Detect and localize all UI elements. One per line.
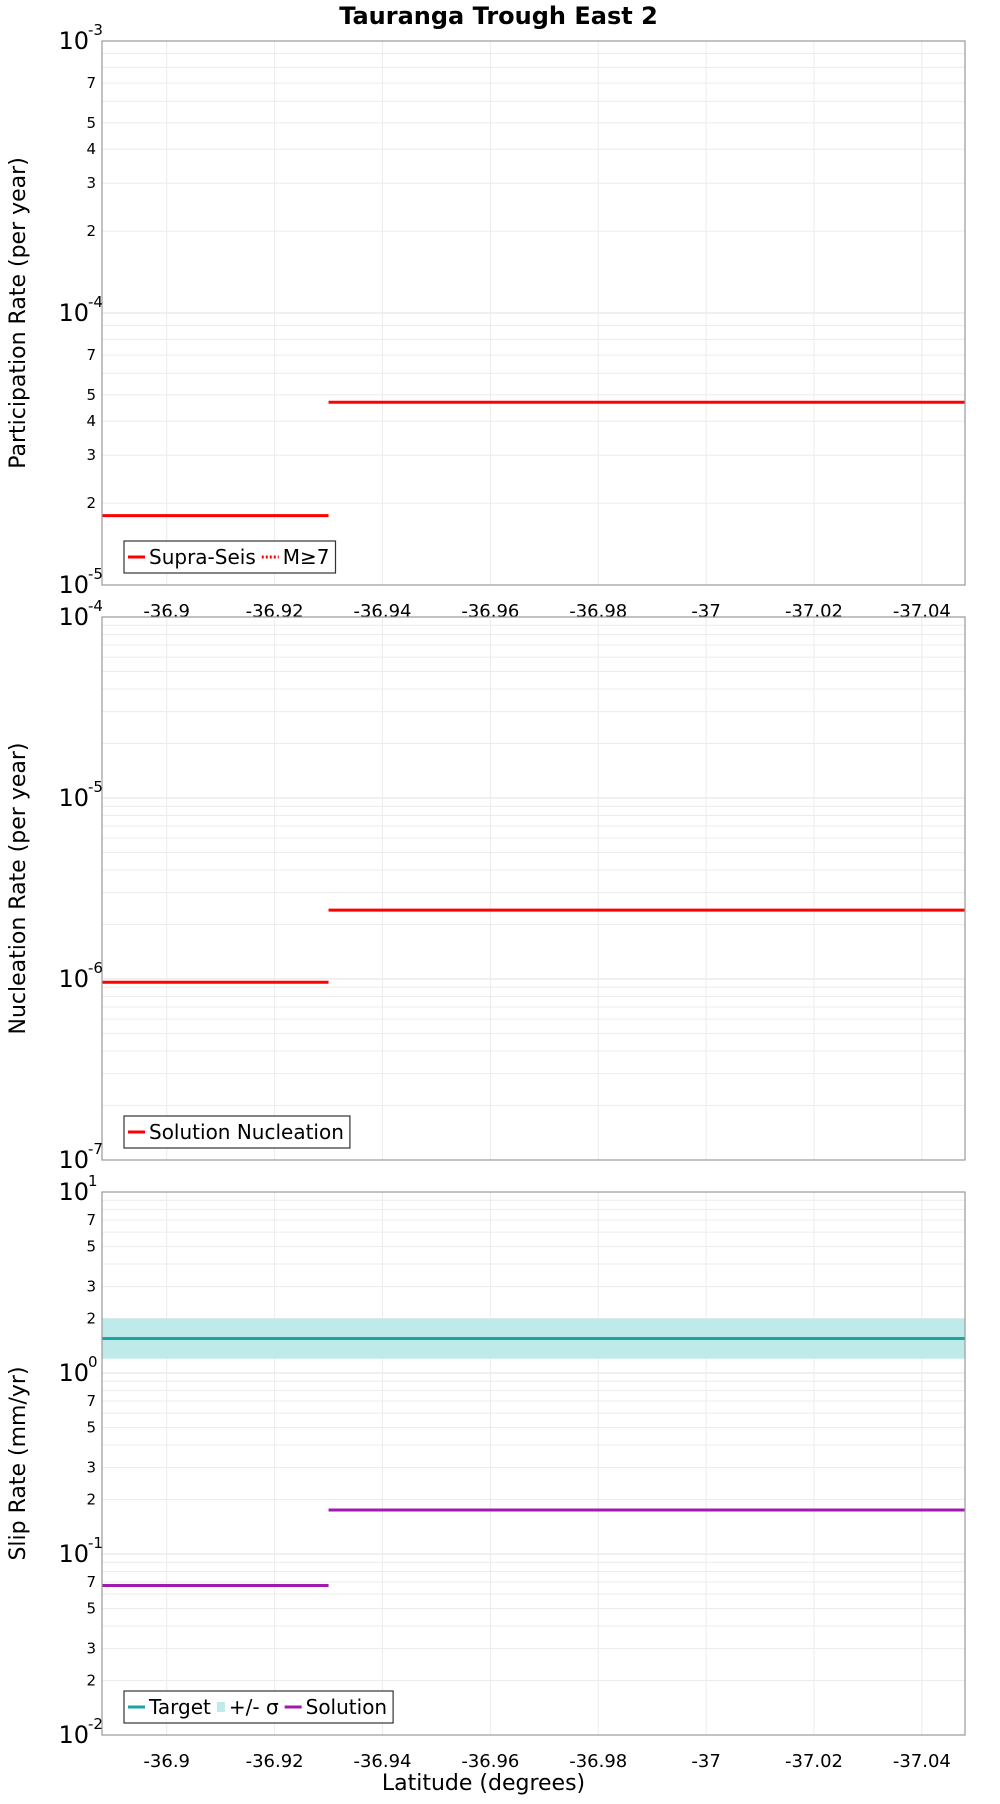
y-tick-label: 10 <box>58 784 89 812</box>
y-minor-tick-label: 2 <box>86 1310 96 1328</box>
y-minor-tick-label: 5 <box>86 386 96 404</box>
x-tick-label: -36.9 <box>143 1751 190 1772</box>
y-tick-exponent: -2 <box>88 1715 103 1733</box>
y-tick-label: 10 <box>58 1146 89 1174</box>
y-tick-label: 10 <box>58 1540 89 1568</box>
legend-box <box>123 1690 394 1724</box>
y-tick-exponent: -4 <box>88 293 103 311</box>
y-tick-label: 10 <box>58 965 89 993</box>
legend-box <box>123 1115 351 1149</box>
x-tick-label: -37.04 <box>893 1751 951 1772</box>
legend-swatch-band <box>216 1702 225 1712</box>
plot-frame <box>101 616 966 1161</box>
legend: Solution Nucleation <box>123 1115 351 1149</box>
y-tick-label: 10 <box>58 299 89 327</box>
y-minor-tick-label: 4 <box>86 412 96 430</box>
y-minor-tick-label: 3 <box>86 1640 96 1658</box>
y-tick-label: 10 <box>58 27 89 55</box>
y-tick-exponent: -4 <box>88 597 103 615</box>
y-minor-tick-label: 4 <box>86 140 96 158</box>
legend-label-m-7: M≥7 <box>283 545 330 569</box>
y-axis-label: Nucleation Rate (per year) <box>6 743 31 1035</box>
legend: Target +/- σ Solution <box>123 1690 394 1724</box>
y-tick-exponent: -1 <box>88 1534 103 1552</box>
legend-label-supra-seis: Supra-Seis <box>149 545 256 569</box>
x-tick-label: -36.92 <box>246 1751 304 1772</box>
y-minor-tick-label: 5 <box>86 1418 96 1436</box>
y-minor-tick-label: 5 <box>86 114 96 132</box>
y-tick-exponent: 0 <box>88 1353 98 1371</box>
x-tick-label: -36.98 <box>569 1751 627 1772</box>
y-minor-tick-label: 2 <box>86 494 96 512</box>
x-tick-label: -37 <box>691 1751 720 1772</box>
legend-label-target: Target <box>148 1695 211 1719</box>
x-tick-label: -37.02 <box>785 1751 843 1772</box>
x-axis-label: Latitude (degrees) <box>382 1771 585 1796</box>
y-minor-tick-label: 2 <box>86 222 96 240</box>
legend: Supra-Seis M≥7 <box>123 540 337 574</box>
y-minor-tick-label: 2 <box>86 1672 96 1690</box>
y-tick-label: 10 <box>58 1721 89 1749</box>
y-tick-label: 10 <box>58 1178 89 1206</box>
x-tick-label: -36.94 <box>353 1751 411 1772</box>
legend-label-solution: Solution <box>306 1695 387 1719</box>
chart-title: Tauranga Trough East 2 <box>339 2 658 30</box>
y-tick-exponent: -5 <box>88 565 103 583</box>
plot-area <box>102 617 965 1160</box>
y-minor-tick-label: 2 <box>86 1491 96 1509</box>
y-tick-exponent: -7 <box>88 1140 103 1158</box>
plot-frame <box>101 40 966 586</box>
y-tick-label: 10 <box>58 571 89 599</box>
y-minor-tick-label: 7 <box>86 1573 96 1591</box>
legend-box <box>123 540 337 574</box>
y-tick-exponent: 1 <box>88 1172 98 1190</box>
y-minor-tick-label: 3 <box>86 1278 96 1296</box>
y-minor-tick-label: 7 <box>86 346 96 364</box>
x-tick-label: -36.96 <box>461 1751 519 1772</box>
y-tick-exponent: -5 <box>88 778 103 796</box>
y-tick-label: 10 <box>58 1359 89 1387</box>
y-tick-exponent: -3 <box>88 21 103 39</box>
y-tick-label: 10 <box>58 603 89 631</box>
y-minor-tick-label: 7 <box>86 1211 96 1229</box>
y-minor-tick-label: 7 <box>86 1392 96 1410</box>
plot-frame <box>101 1191 966 1736</box>
y-minor-tick-label: 5 <box>86 1237 96 1255</box>
y-minor-tick-label: 3 <box>86 1459 96 1477</box>
y-axis-label: Participation Rate (per year) <box>6 157 31 469</box>
y-minor-tick-label: 3 <box>86 174 96 192</box>
plot-area <box>102 1192 965 1735</box>
y-axis-label: Slip Rate (mm/yr) <box>6 1366 31 1560</box>
y-minor-tick-label: 7 <box>86 74 96 92</box>
y-tick-exponent: -6 <box>88 959 103 977</box>
legend-label-solution-nucleation: Solution Nucleation <box>149 1120 344 1144</box>
y-minor-tick-label: 5 <box>86 1599 96 1617</box>
y-minor-tick-label: 3 <box>86 446 96 464</box>
legend-label--: +/- σ <box>229 1695 279 1719</box>
